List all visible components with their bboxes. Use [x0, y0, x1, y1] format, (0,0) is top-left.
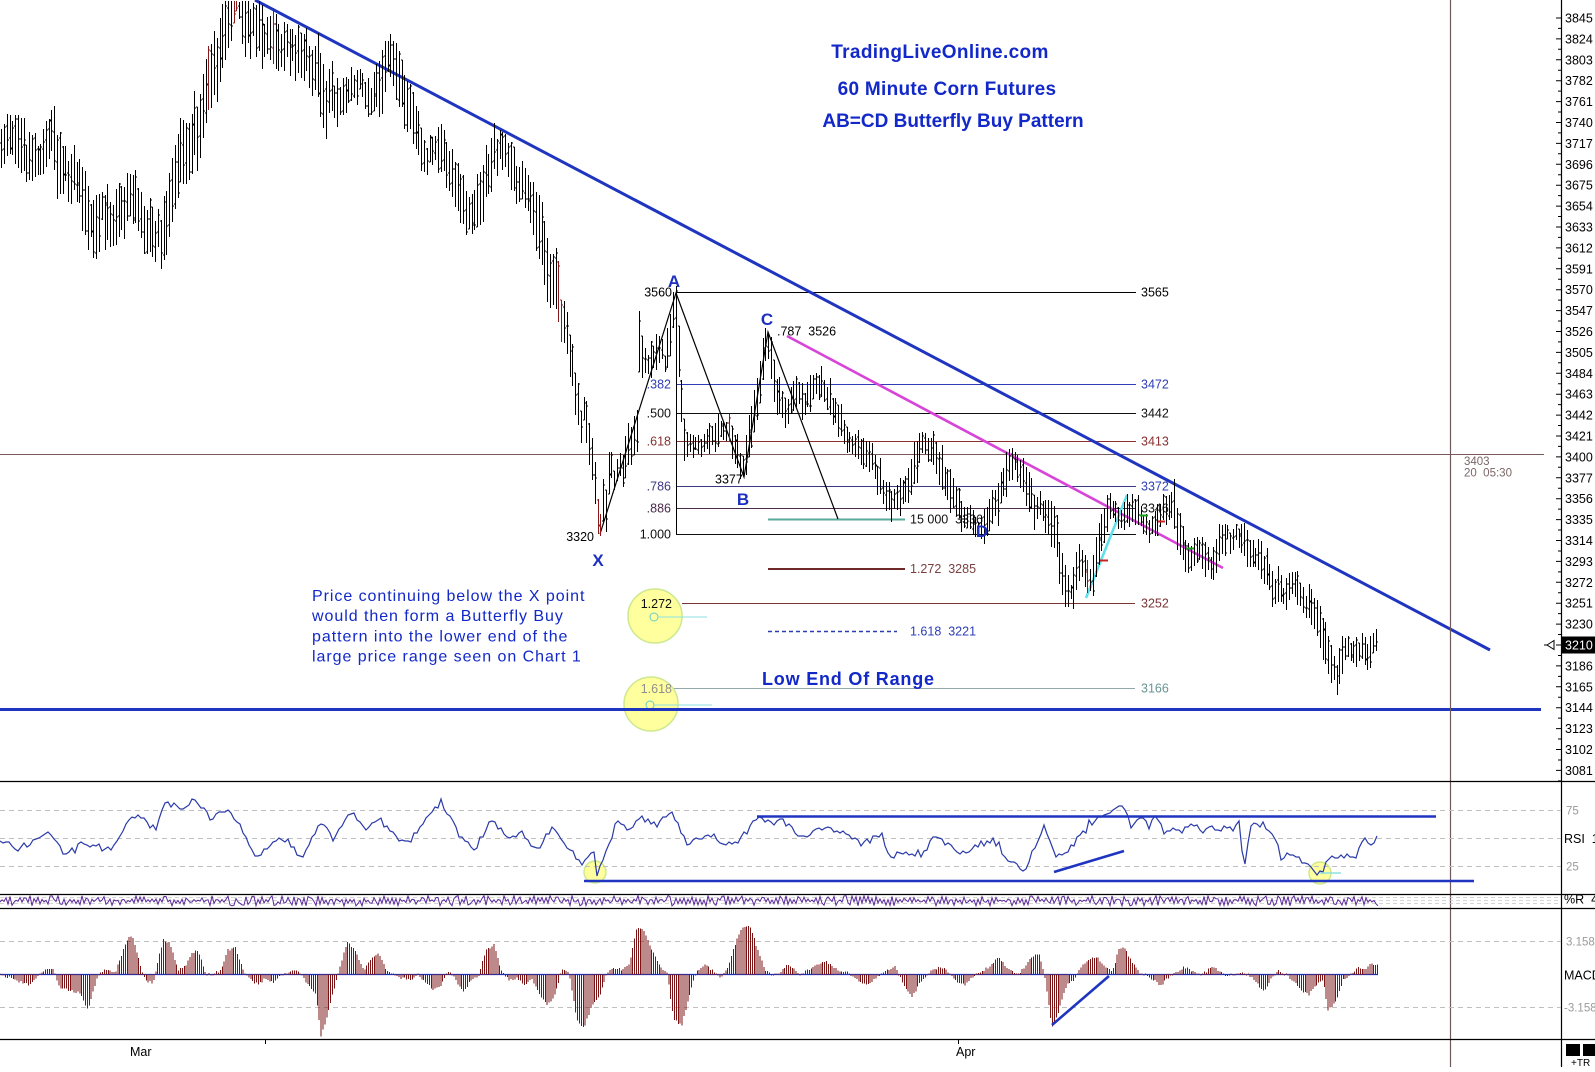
svg-text:3421: 3421 — [1565, 430, 1593, 444]
svg-text:D: D — [976, 522, 988, 541]
svg-text:3272: 3272 — [1565, 576, 1593, 590]
svg-text:3591: 3591 — [1565, 262, 1593, 276]
svg-text:.382: .382 — [647, 378, 671, 392]
svg-text:3547: 3547 — [1565, 304, 1593, 318]
svg-text:3165: 3165 — [1565, 680, 1593, 694]
svg-text:-3.158: -3.158 — [1564, 1003, 1595, 1015]
svg-text:.500: .500 — [647, 407, 671, 421]
svg-text:Price continuing below the X p: Price continuing below the X point — [312, 588, 585, 605]
svg-text:3654: 3654 — [1565, 200, 1593, 214]
svg-text:MACD: MACD — [1564, 969, 1595, 983]
svg-text:3210: 3210 — [1565, 639, 1593, 653]
svg-text:3696: 3696 — [1565, 158, 1593, 172]
svg-text:3356: 3356 — [1565, 492, 1593, 506]
svg-text:Mar: Mar — [130, 1045, 152, 1059]
svg-text:3166: 3166 — [1141, 682, 1169, 696]
svg-text:C: C — [761, 310, 773, 329]
svg-text:3803: 3803 — [1565, 53, 1593, 67]
svg-text:3413: 3413 — [1141, 435, 1169, 449]
svg-text:3403: 3403 — [1464, 456, 1490, 468]
svg-text:3102: 3102 — [1565, 743, 1593, 757]
svg-text:3442: 3442 — [1141, 407, 1169, 421]
svg-text:.618: .618 — [647, 435, 671, 449]
svg-text:pattern into the lower end of: pattern into the lower end of the — [312, 628, 568, 645]
svg-text:.786: .786 — [647, 480, 671, 494]
svg-text:3377: 3377 — [1565, 471, 1593, 485]
svg-text:A: A — [668, 272, 680, 291]
svg-text:TradingLiveOnline.com: TradingLiveOnline.com — [831, 42, 1048, 63]
svg-text:3377: 3377 — [715, 473, 743, 487]
svg-text:3484: 3484 — [1565, 367, 1593, 381]
svg-text:3463: 3463 — [1565, 388, 1593, 402]
svg-text:3346: 3346 — [1141, 502, 1169, 516]
svg-text:+TR: +TR — [1571, 1058, 1590, 1067]
svg-text:20 05:30: 20 05:30 — [1464, 468, 1512, 480]
svg-text:3.158: 3.158 — [1566, 937, 1595, 949]
svg-text:1.618: 1.618 — [641, 682, 672, 696]
svg-text:3186: 3186 — [1565, 659, 1593, 673]
svg-text:3675: 3675 — [1565, 179, 1593, 193]
svg-text:RSI 14: RSI 14 — [1564, 832, 1595, 846]
svg-text:3400: 3400 — [1565, 450, 1593, 464]
svg-text:large price range seen on Char: large price range seen on Chart 1 — [312, 649, 582, 666]
svg-text:75: 75 — [1566, 806, 1579, 818]
svg-text:3570: 3570 — [1565, 283, 1593, 297]
svg-text:3472: 3472 — [1141, 378, 1169, 392]
svg-text:.787 3526: .787 3526 — [777, 325, 836, 339]
svg-text:3372: 3372 — [1141, 480, 1169, 494]
svg-text:3565: 3565 — [1141, 286, 1169, 300]
svg-text:3612: 3612 — [1565, 241, 1593, 255]
svg-text:15 000 3336: 15 000 3336 — [910, 513, 983, 527]
svg-text:3717: 3717 — [1565, 137, 1593, 151]
svg-text:1.618 3221: 1.618 3221 — [910, 625, 976, 639]
svg-text:AB=CD Butterfly Buy Pattern: AB=CD Butterfly Buy Pattern — [822, 111, 1083, 132]
svg-text:25: 25 — [1566, 862, 1579, 874]
svg-text:3320: 3320 — [566, 530, 594, 544]
svg-text:Apr: Apr — [956, 1045, 975, 1059]
svg-text:3845: 3845 — [1565, 12, 1593, 26]
svg-text:3782: 3782 — [1565, 74, 1593, 88]
svg-text:would then form a Butterfly Bu: would then form a Butterfly Buy — [311, 608, 564, 625]
svg-text:3560: 3560 — [644, 286, 672, 300]
svg-text:3505: 3505 — [1565, 346, 1593, 360]
svg-text:3252: 3252 — [1141, 597, 1169, 611]
svg-text:3230: 3230 — [1565, 618, 1593, 632]
svg-text:Low End Of Range: Low End Of Range — [762, 669, 935, 689]
svg-text:3761: 3761 — [1565, 95, 1593, 109]
svg-text:3081: 3081 — [1565, 764, 1593, 778]
svg-text:3335: 3335 — [1565, 513, 1593, 527]
svg-text:3314: 3314 — [1565, 534, 1593, 548]
svg-text:3526: 3526 — [1565, 325, 1593, 339]
svg-text:1.000: 1.000 — [640, 528, 671, 542]
svg-text:B: B — [737, 490, 749, 509]
svg-text:3633: 3633 — [1565, 221, 1593, 235]
svg-text:3442: 3442 — [1565, 409, 1593, 423]
svg-text:1.272: 1.272 — [641, 597, 672, 611]
svg-text:3824: 3824 — [1565, 32, 1593, 46]
svg-text:X: X — [592, 551, 604, 570]
svg-text:3144: 3144 — [1565, 701, 1593, 715]
svg-text:3123: 3123 — [1565, 722, 1593, 736]
svg-text:%R 4: %R 4 — [1564, 893, 1595, 907]
svg-text:60 Minute Corn Futures: 60 Minute Corn Futures — [838, 79, 1057, 100]
svg-text:.886: .886 — [647, 502, 671, 516]
svg-text:3740: 3740 — [1565, 116, 1593, 130]
svg-text:1.272 3285: 1.272 3285 — [910, 562, 976, 576]
svg-text:3293: 3293 — [1565, 555, 1593, 569]
svg-text:3251: 3251 — [1565, 597, 1593, 611]
